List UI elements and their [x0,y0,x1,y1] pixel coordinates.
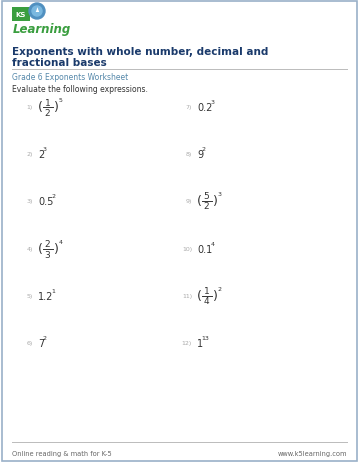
Text: 6): 6) [27,341,33,346]
Bar [12,8,30,22]
Text: 9: 9 [197,150,203,160]
Text: 7: 7 [38,338,44,348]
Text: 5): 5) [27,294,33,299]
Text: 5: 5 [59,98,62,103]
Text: 5: 5 [204,192,209,201]
Text: 2: 2 [45,240,50,249]
Text: 2: 2 [42,336,47,341]
Text: 2): 2) [27,152,33,157]
Text: 4: 4 [210,242,214,247]
Text: 0.5: 0.5 [38,197,53,206]
Text: Grade 6 Exponents Worksheet: Grade 6 Exponents Worksheet [12,72,128,81]
Text: 1: 1 [51,289,55,294]
Text: 0.1: 0.1 [197,244,212,255]
Text: 3: 3 [218,192,222,197]
Text: KS: KS [16,12,26,18]
Text: 2: 2 [218,287,222,292]
Text: www.k5learning.com: www.k5learning.com [278,450,347,456]
Text: 4: 4 [59,240,62,245]
Text: 0.2: 0.2 [197,103,213,113]
Text: 1: 1 [197,338,203,348]
Text: ): ) [213,195,218,208]
Text: 1): 1) [27,105,33,110]
Text: Online reading & math for K-5: Online reading & math for K-5 [12,450,112,456]
Text: (: ( [197,195,202,208]
Text: 1: 1 [45,98,50,107]
Text: 4: 4 [204,297,209,306]
Text: 2: 2 [201,147,205,152]
Text: 3: 3 [45,250,50,259]
Text: ): ) [213,290,218,303]
Text: Evaluate the following expressions.: Evaluate the following expressions. [12,84,148,94]
Text: 2: 2 [45,108,50,117]
Text: Exponents with whole number, decimal and: Exponents with whole number, decimal and [12,47,269,57]
Text: 3: 3 [210,100,214,105]
Text: 7): 7) [186,105,192,110]
Text: 2: 2 [204,202,209,211]
Text: ♟: ♟ [34,7,39,13]
Text: 1: 1 [204,287,209,296]
Text: (: ( [197,290,202,303]
Text: 2: 2 [51,194,56,199]
Text: 4): 4) [27,247,33,252]
Text: 11): 11) [182,294,192,299]
Text: Learning: Learning [13,24,71,37]
Circle shape [32,7,42,17]
Text: 8): 8) [186,152,192,157]
Text: 3): 3) [27,199,33,204]
Text: 13: 13 [201,336,209,341]
Text: (: ( [38,243,43,256]
Text: fractional bases: fractional bases [12,58,107,68]
Text: ): ) [53,101,59,114]
Text: 2: 2 [38,150,44,160]
Text: 3: 3 [42,147,47,152]
Text: 12): 12) [182,341,192,346]
Text: (: ( [38,101,43,114]
Text: 10): 10) [182,247,192,252]
Circle shape [29,4,45,20]
Text: ): ) [53,243,59,256]
Text: 9): 9) [186,199,192,204]
Text: 1.2: 1.2 [38,291,53,301]
